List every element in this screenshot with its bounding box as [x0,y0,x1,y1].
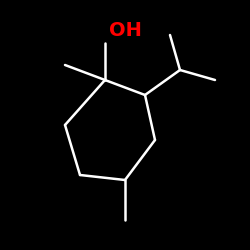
Text: OH: OH [108,20,142,40]
